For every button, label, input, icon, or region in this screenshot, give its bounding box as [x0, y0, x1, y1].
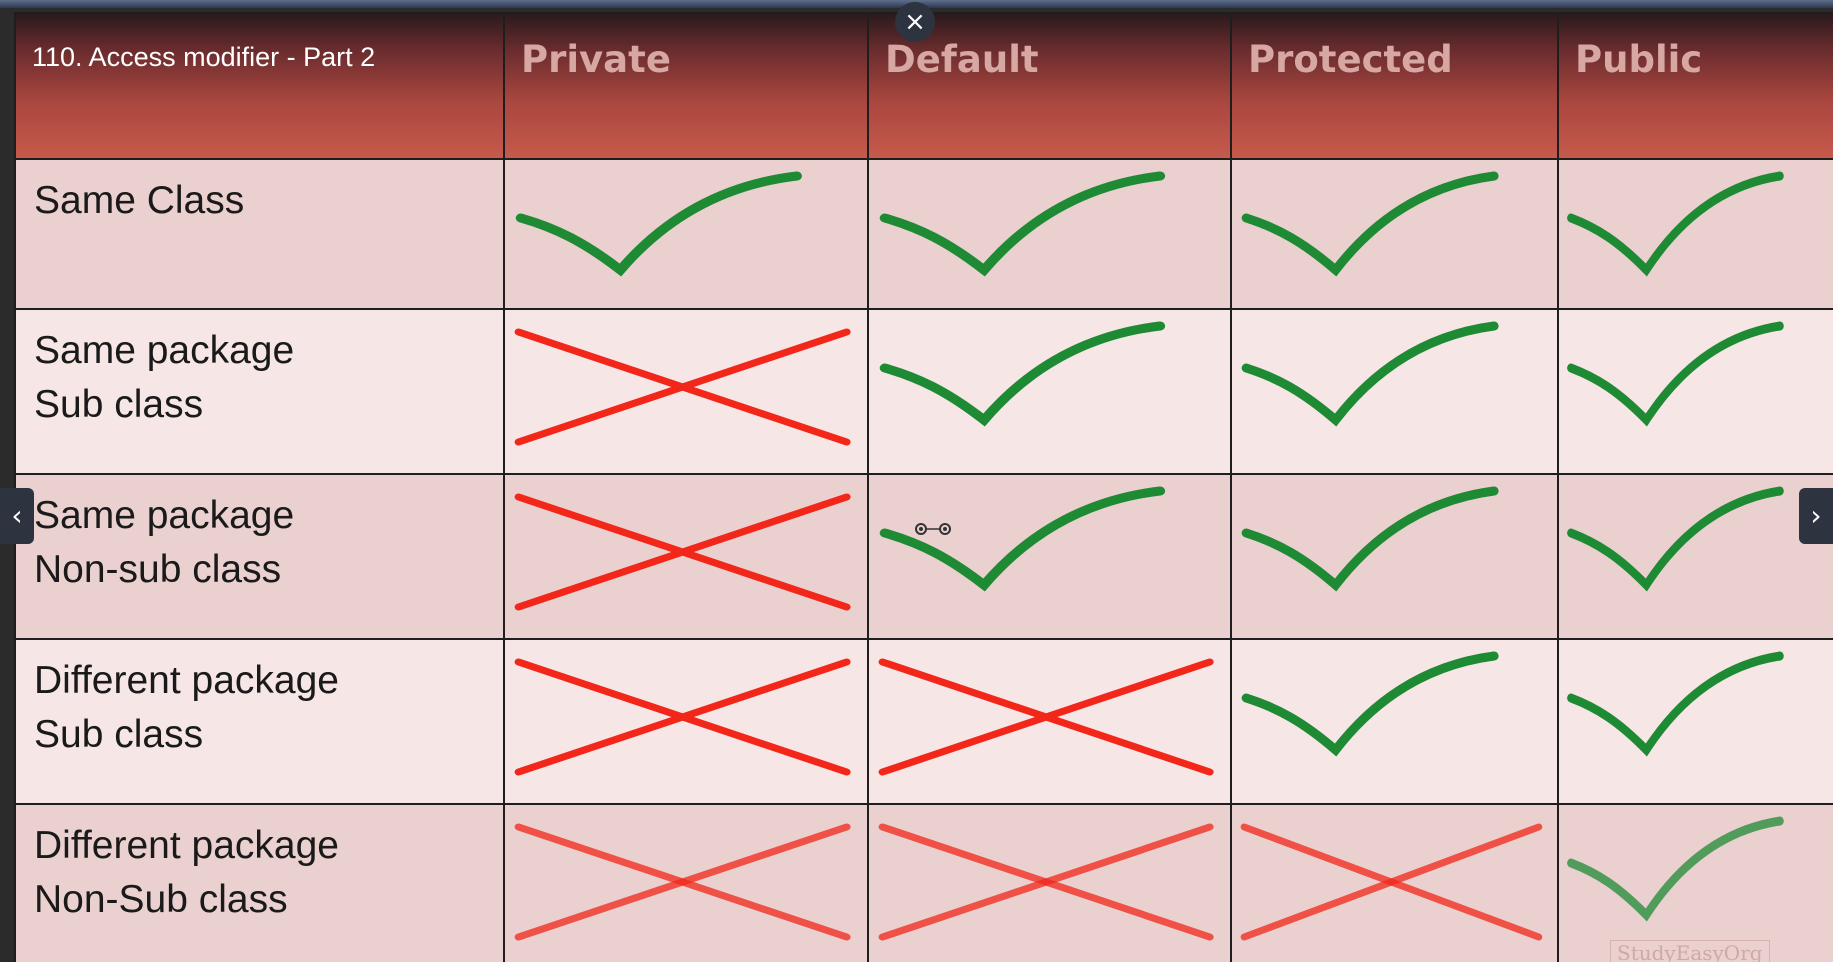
- row-label-cell: Same package Non-sub class: [14, 473, 505, 640]
- access-cell-protected: [1230, 473, 1559, 640]
- table-row: Same package Sub class: [14, 308, 1833, 475]
- row-label-line2: Non-Sub class: [34, 878, 288, 921]
- table-row: Same Class: [14, 158, 1833, 310]
- access-cell-protected: [1230, 308, 1559, 475]
- table-row: Different package Non-Sub class: [14, 803, 1833, 962]
- row-label-line1: Same Class: [34, 179, 245, 222]
- check-icon: [1567, 321, 1784, 427]
- row-label-line2: Sub class: [34, 713, 204, 756]
- slide: 110. Access modifier - Part 2 Private De…: [14, 12, 1833, 962]
- access-cell-default: [867, 158, 1232, 310]
- access-modifier-table: 110. Access modifier - Part 2 Private De…: [14, 12, 1833, 962]
- check-icon: [515, 171, 802, 277]
- table-header-row: 110. Access modifier - Part 2 Private De…: [14, 12, 1833, 160]
- cross-icon: [514, 823, 851, 941]
- check-icon: [1241, 651, 1499, 757]
- check-icon: [1567, 171, 1784, 277]
- row-label-line2: Non-sub class: [34, 548, 282, 591]
- column-header-public: Public: [1557, 12, 1833, 160]
- video-player[interactable]: 110. Access modifier - Part 2 Private De…: [0, 8, 1833, 962]
- cursor-icon: [915, 523, 951, 535]
- column-header-label: Private: [521, 38, 671, 81]
- row-label-line2: Sub class: [34, 383, 204, 426]
- access-cell-protected: [1230, 638, 1559, 805]
- column-header-label: Protected: [1248, 38, 1453, 81]
- next-button[interactable]: ›: [1799, 488, 1833, 544]
- table-body: Same Class Same package Sub class Same pack…: [14, 158, 1833, 962]
- row-label-cell: Different package Non-Sub class: [14, 803, 505, 962]
- access-cell-default: [867, 803, 1232, 962]
- cross-icon: [1240, 823, 1543, 941]
- table-row: Same package Non-sub class: [14, 473, 1833, 640]
- access-cell-protected: [1230, 158, 1559, 310]
- access-cell-public: [1557, 308, 1833, 475]
- lecture-title: 110. Access modifier - Part 2: [32, 42, 376, 72]
- check-icon: [1241, 486, 1499, 592]
- check-icon: [879, 486, 1166, 592]
- access-cell-public: [1557, 158, 1833, 310]
- row-label-line1: Different package: [34, 824, 339, 867]
- cross-icon: [514, 658, 851, 776]
- cross-icon: [514, 328, 851, 446]
- cross-icon: [514, 493, 851, 611]
- row-label-line1: Same package: [34, 494, 295, 537]
- access-cell-private: [503, 308, 869, 475]
- access-cell-private: [503, 803, 869, 962]
- access-cell-public: [1557, 473, 1833, 640]
- chevron-right-icon: ›: [1810, 499, 1822, 532]
- check-icon: [1241, 321, 1499, 427]
- row-label-cell: Same package Sub class: [14, 308, 505, 475]
- title-cell: 110. Access modifier - Part 2: [14, 12, 505, 160]
- close-icon: ×: [904, 7, 926, 37]
- row-label-cell: Same Class: [14, 158, 505, 310]
- check-icon: [879, 171, 1166, 277]
- cross-icon: [878, 823, 1214, 941]
- access-cell-default: [867, 308, 1232, 475]
- check-icon: [1567, 816, 1784, 922]
- access-cell-private: [503, 473, 869, 640]
- close-button[interactable]: ×: [895, 2, 935, 42]
- check-icon: [1567, 651, 1784, 757]
- access-cell-default: [867, 638, 1232, 805]
- access-cell-public: [1557, 803, 1833, 962]
- access-cell-protected: [1230, 803, 1559, 962]
- row-label-cell: Different package Sub class: [14, 638, 505, 805]
- access-cell-default: [867, 473, 1232, 640]
- check-icon: [1567, 486, 1784, 592]
- column-header-label: Default: [885, 38, 1039, 81]
- access-cell-private: [503, 158, 869, 310]
- row-label-line1: Different package: [34, 659, 339, 702]
- chevron-left-icon: ‹: [11, 499, 23, 532]
- table-row: Different package Sub class: [14, 638, 1833, 805]
- column-header-protected: Protected: [1230, 12, 1559, 160]
- column-header-label: Public: [1575, 38, 1703, 81]
- column-header-default: Default: [867, 12, 1232, 160]
- check-icon: [879, 321, 1166, 427]
- access-cell-private: [503, 638, 869, 805]
- previous-button[interactable]: ‹: [0, 488, 34, 544]
- access-cell-public: [1557, 638, 1833, 805]
- watermark: StudyEasyOrg: [1610, 940, 1770, 962]
- check-icon: [1241, 171, 1499, 277]
- column-header-private: Private: [503, 12, 869, 160]
- cross-icon: [878, 658, 1214, 776]
- row-label-line1: Same package: [34, 329, 295, 372]
